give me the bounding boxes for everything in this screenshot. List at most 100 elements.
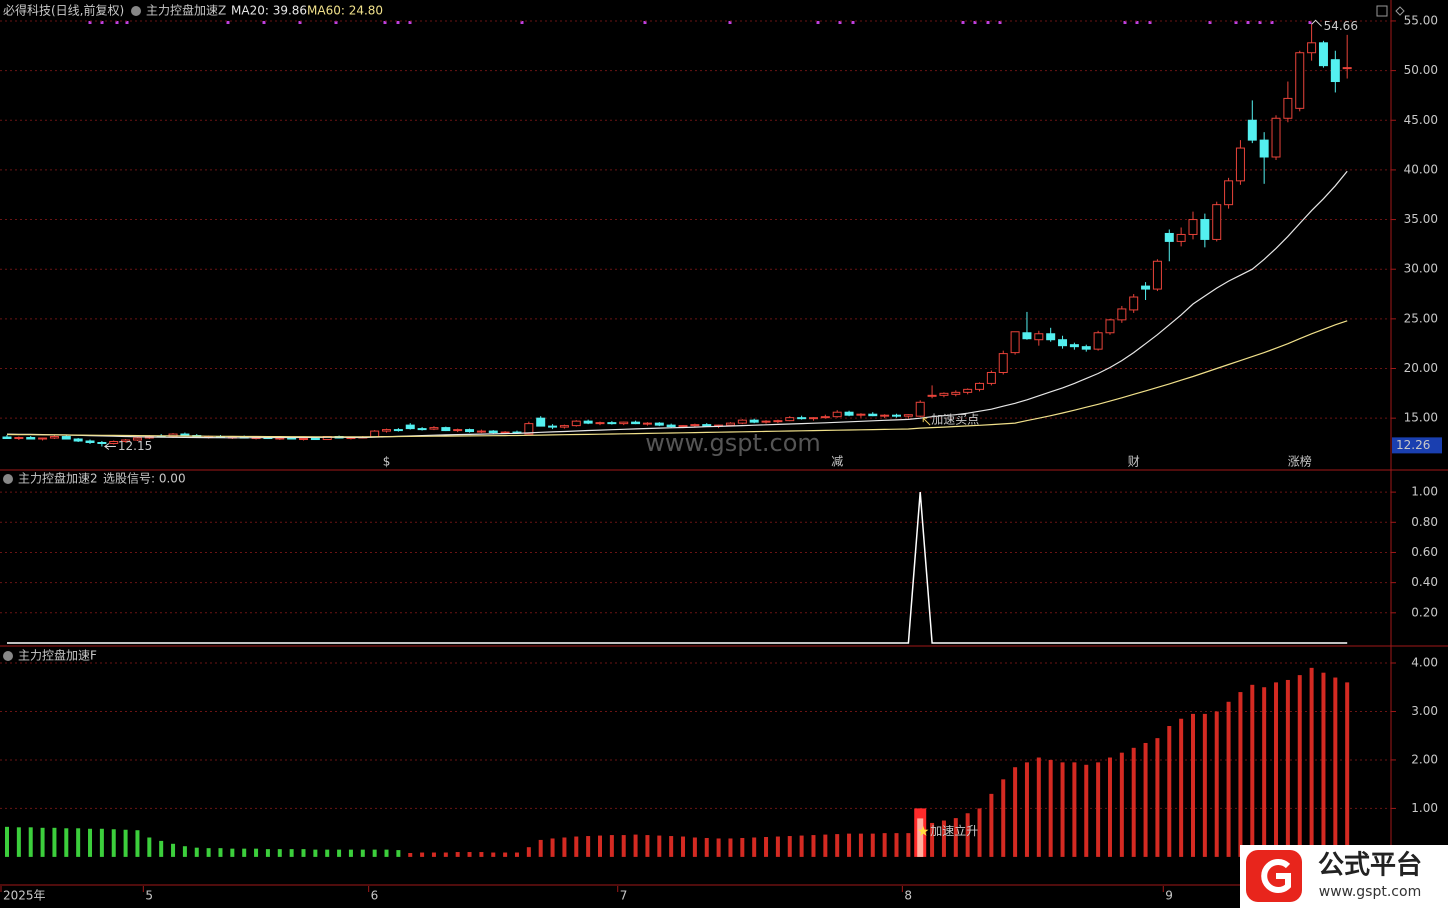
bar bbox=[692, 837, 697, 857]
candle-body bbox=[1141, 285, 1151, 290]
bar bbox=[1345, 682, 1350, 857]
bar bbox=[941, 820, 946, 857]
event-dot bbox=[986, 21, 990, 24]
candle-body bbox=[737, 419, 747, 424]
menu-icon[interactable] bbox=[3, 474, 13, 484]
bar bbox=[1013, 767, 1018, 857]
event-dot bbox=[1270, 21, 1274, 24]
bar bbox=[277, 849, 282, 857]
event-dot bbox=[816, 21, 820, 24]
candle-body bbox=[441, 427, 451, 432]
annotation-arrow bbox=[1311, 19, 1322, 27]
candle-body bbox=[1212, 204, 1222, 240]
bar bbox=[1226, 701, 1231, 857]
bar bbox=[1024, 762, 1029, 857]
low-label: 12.15 bbox=[118, 439, 152, 453]
y-tick-label: 0.20 bbox=[1411, 605, 1438, 619]
bar bbox=[1321, 672, 1326, 857]
bar bbox=[182, 846, 187, 857]
x-tick-label: 8 bbox=[904, 889, 912, 903]
candle-body bbox=[1295, 52, 1305, 109]
bar bbox=[99, 828, 104, 857]
event-dot bbox=[383, 21, 387, 24]
bar bbox=[467, 852, 472, 857]
bar bbox=[953, 818, 958, 857]
candle-body bbox=[951, 391, 961, 395]
candle-body bbox=[820, 416, 830, 419]
bar bbox=[254, 848, 259, 857]
bar bbox=[1143, 742, 1148, 857]
candle-body bbox=[382, 429, 392, 432]
annotation-arrow bbox=[922, 417, 931, 426]
x-tick-label: 2025年 bbox=[3, 889, 46, 903]
event-marker: $ bbox=[383, 455, 391, 469]
bar bbox=[1155, 738, 1160, 857]
bar bbox=[1072, 762, 1077, 857]
candle-body bbox=[1069, 344, 1079, 348]
candle-body bbox=[417, 428, 427, 431]
bar bbox=[64, 828, 69, 857]
candle-body bbox=[1129, 296, 1139, 311]
y-tick-label: 1.00 bbox=[1411, 801, 1438, 815]
bar bbox=[1084, 764, 1089, 857]
candle-body bbox=[1093, 332, 1103, 350]
event-dot bbox=[334, 21, 338, 24]
event-dot bbox=[1135, 21, 1139, 24]
event-dot bbox=[1208, 21, 1212, 24]
candle-body bbox=[97, 441, 107, 444]
candle-body bbox=[109, 441, 119, 444]
ma-line bbox=[6, 320, 1348, 438]
candle-body bbox=[536, 417, 546, 427]
bar bbox=[562, 837, 567, 857]
event-dot bbox=[520, 21, 524, 24]
candle-body bbox=[690, 424, 700, 427]
bar bbox=[372, 849, 377, 857]
candle-body bbox=[1010, 331, 1020, 354]
toolbar-icon[interactable] bbox=[1376, 5, 1388, 17]
candle-body bbox=[1117, 308, 1127, 321]
y-tick-label: 1.00 bbox=[1411, 485, 1438, 499]
candle-body bbox=[571, 420, 581, 427]
bar bbox=[514, 852, 519, 857]
candle-body bbox=[287, 437, 297, 440]
y-tick-label: 50.00 bbox=[1404, 63, 1438, 77]
indicator-name: 主力控盘加速Z bbox=[146, 3, 226, 18]
bar bbox=[633, 834, 638, 857]
y-tick-label: 45.00 bbox=[1404, 113, 1438, 127]
bar bbox=[1167, 726, 1172, 857]
candle-body bbox=[1307, 42, 1317, 54]
y-tick-label: 30.00 bbox=[1404, 262, 1438, 276]
candle-body bbox=[61, 436, 71, 440]
bar bbox=[313, 849, 318, 857]
y-tick-label: 4.00 bbox=[1411, 655, 1438, 669]
event-dot bbox=[408, 21, 412, 24]
menu-icon[interactable] bbox=[3, 651, 13, 661]
bar bbox=[965, 813, 970, 857]
bar bbox=[479, 852, 484, 857]
y-tick-label: 40.00 bbox=[1404, 162, 1438, 176]
price-marker-box bbox=[1392, 437, 1442, 454]
menu-icon[interactable] bbox=[131, 6, 141, 16]
event-dot bbox=[298, 21, 302, 24]
annotation-arrow bbox=[104, 443, 110, 450]
candle-body bbox=[14, 437, 24, 440]
event-dot bbox=[226, 21, 230, 24]
event-dot bbox=[1148, 21, 1152, 24]
bar bbox=[206, 848, 211, 857]
candle-body bbox=[998, 353, 1008, 373]
bar bbox=[669, 836, 674, 857]
x-tick-label: 5 bbox=[145, 889, 153, 903]
bar bbox=[218, 848, 223, 857]
bar bbox=[526, 847, 531, 857]
bar bbox=[1060, 762, 1065, 857]
candle-body bbox=[808, 417, 818, 420]
candle-body bbox=[1259, 139, 1269, 158]
bar bbox=[586, 836, 591, 857]
bar bbox=[550, 838, 555, 857]
toolbar-icon[interactable] bbox=[1395, 6, 1405, 16]
candle-body bbox=[85, 440, 95, 443]
star-icon bbox=[918, 825, 929, 836]
signal-line bbox=[7, 492, 1348, 644]
candle-body bbox=[1081, 346, 1091, 350]
